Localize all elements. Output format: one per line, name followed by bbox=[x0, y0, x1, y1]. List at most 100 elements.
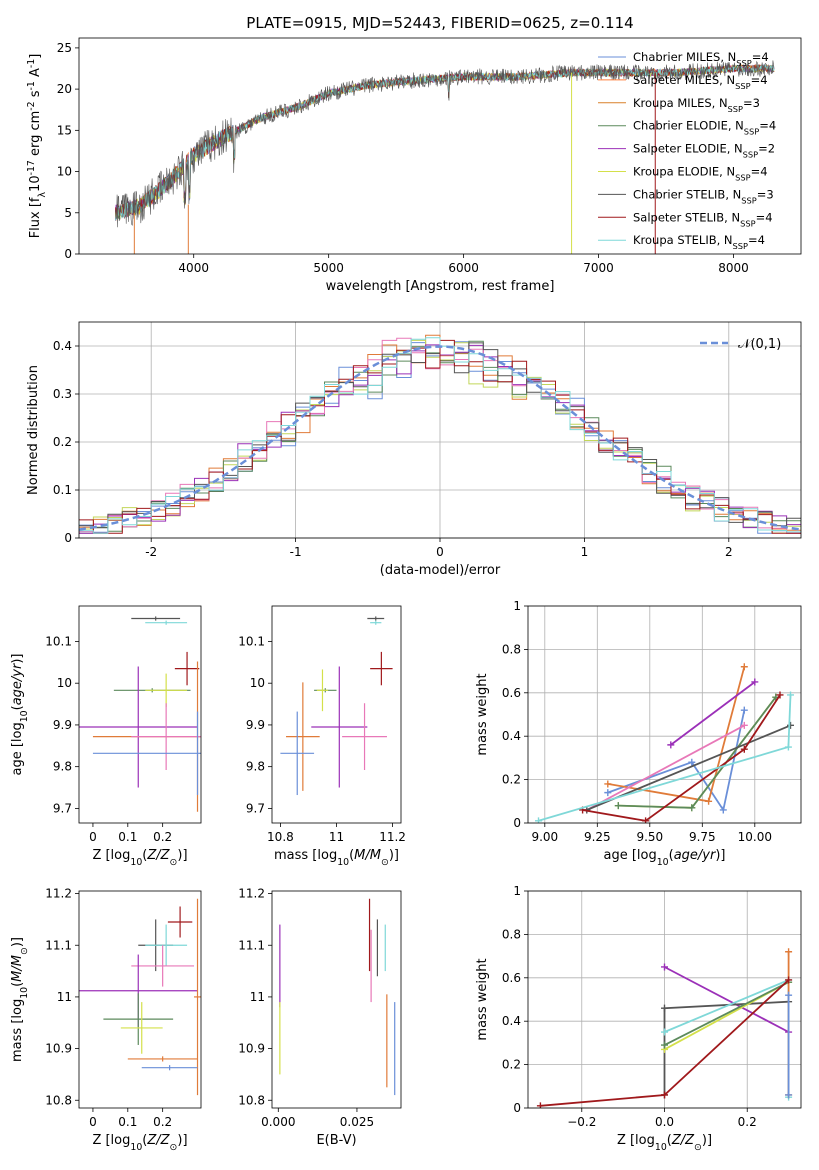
data-point bbox=[740, 663, 748, 671]
x-tick-label: 0.2 bbox=[153, 830, 172, 844]
histogram-step bbox=[79, 339, 801, 534]
panel-1: -2 -1 0 1 2 0 0.1 0.2 0.3 0.4 (data-model)/error No… bbox=[26, 321, 802, 578]
y-tick-label: 10.9 bbox=[238, 1042, 265, 1056]
error-bar-point bbox=[79, 666, 198, 788]
plot-area bbox=[79, 334, 801, 534]
error-bar-point bbox=[131, 616, 181, 621]
y-tick-label: 0.3 bbox=[53, 387, 72, 401]
error-bar-point bbox=[370, 620, 382, 625]
y-tick-label: 10.8 bbox=[238, 1093, 265, 1107]
y-tick-label: 0.4 bbox=[502, 729, 521, 743]
y-tick-label: 9.9 bbox=[246, 718, 265, 732]
y-tick-label: 10 bbox=[57, 676, 72, 690]
x-tick-label: 11 bbox=[329, 830, 344, 844]
x-axis-label: mass [log10(M/M⊙)] bbox=[274, 848, 399, 868]
legend-entry: Chabrier STELIB, NSSP=3 bbox=[633, 187, 774, 205]
x-axis-label: Z [log10(Z/Z⊙)] bbox=[617, 1133, 712, 1153]
x-tick-label: 2 bbox=[725, 545, 733, 559]
y-tick-label: 11 bbox=[57, 990, 72, 1004]
error-bar-point bbox=[342, 703, 387, 771]
error-bar-point bbox=[145, 620, 188, 625]
axes-frame bbox=[527, 890, 802, 1109]
panel-6: 0.000 0.025 10.8 10.9 11 11.1 11.2 E(B-V) bbox=[238, 887, 402, 1148]
y-tick-label: 9.9 bbox=[53, 718, 72, 732]
y-tick-label: 9.7 bbox=[53, 801, 72, 815]
error-bar-point bbox=[131, 945, 195, 987]
data-point bbox=[642, 817, 650, 823]
x-tick-label: 0 bbox=[89, 830, 97, 844]
data-point bbox=[785, 976, 793, 984]
y-tick-label: 9.8 bbox=[246, 760, 265, 774]
series-line bbox=[607, 666, 746, 803]
panel-7: −0.2 0.0 0.2 0 0.2 0.4 0.6 0.8 1 Z [log10(Z/Z⊙)] m… bbox=[475, 884, 802, 1153]
y-tick-label: 10 bbox=[57, 165, 72, 179]
error-bar-point bbox=[127, 1056, 198, 1062]
y-tick-label: 0.8 bbox=[502, 642, 521, 656]
axes-frame bbox=[271, 890, 402, 1109]
x-tick-label: 10.00 bbox=[738, 830, 772, 844]
x-tick-label: 11.2 bbox=[379, 830, 406, 844]
legend-entry: Salpeter ELODIE, NSSP=2 bbox=[633, 142, 775, 160]
gaussian-curve bbox=[79, 345, 801, 531]
y-tick-label: 9.7 bbox=[246, 801, 265, 815]
series-line bbox=[670, 681, 756, 746]
x-tick-label: 0.0 bbox=[655, 1115, 674, 1129]
error-bar-point bbox=[280, 711, 315, 796]
error-bar-point bbox=[145, 673, 188, 707]
x-tick-label: 9.00 bbox=[531, 830, 558, 844]
error-bar-point bbox=[367, 616, 385, 621]
data-point bbox=[787, 691, 794, 699]
data-point bbox=[785, 991, 793, 999]
error-bar-point bbox=[131, 703, 201, 771]
y-axis-label: Normed distribution bbox=[26, 365, 41, 495]
axes-frame bbox=[527, 605, 802, 824]
y-tick-label: 11 bbox=[250, 990, 265, 1004]
data-point bbox=[740, 706, 748, 714]
x-tick-label: 9.25 bbox=[584, 830, 611, 844]
data-point bbox=[614, 802, 622, 810]
data-point bbox=[705, 797, 713, 805]
y-tick-label: 0 bbox=[513, 1101, 521, 1115]
y-tick-label: 1 bbox=[513, 884, 521, 898]
plot-area bbox=[79, 898, 201, 1096]
error-bar-point bbox=[316, 669, 329, 712]
plot-area bbox=[279, 898, 396, 1096]
y-tick-label: 0.8 bbox=[502, 927, 521, 941]
y-axis-label: age [log10(age/yr)] bbox=[10, 653, 30, 775]
x-tick-label: −0.2 bbox=[567, 1115, 596, 1129]
series-line bbox=[664, 981, 790, 1046]
data-point bbox=[688, 804, 696, 812]
error-bar-point bbox=[103, 993, 174, 1045]
data-point bbox=[604, 780, 612, 788]
error-bar-point bbox=[145, 924, 188, 966]
x-tick-label: 0 bbox=[436, 545, 444, 559]
data-point bbox=[740, 745, 748, 753]
y-tick-label: 10.1 bbox=[45, 634, 72, 648]
axes-frame bbox=[271, 605, 402, 824]
y-tick-label: 0.1 bbox=[53, 483, 72, 497]
error-bar-point bbox=[167, 906, 193, 938]
y-tick-label: 0 bbox=[64, 531, 72, 545]
x-tick-label: 9.50 bbox=[636, 830, 663, 844]
x-axis-label: (data-model)/error bbox=[380, 563, 501, 578]
data-point bbox=[667, 741, 675, 749]
series-line bbox=[538, 694, 792, 822]
x-tick-label: -1 bbox=[290, 545, 302, 559]
data-point bbox=[751, 678, 759, 686]
data-point bbox=[787, 721, 794, 729]
y-tick-label: 0.4 bbox=[502, 1014, 521, 1028]
legend-entry: 𝒩(0,1) bbox=[738, 337, 781, 352]
series-line bbox=[664, 966, 790, 1033]
y-tick-label: 20 bbox=[57, 82, 72, 96]
x-tick-label: 9.75 bbox=[689, 830, 716, 844]
y-tick-label: 0.2 bbox=[53, 435, 72, 449]
y-tick-label: 11.1 bbox=[45, 938, 72, 952]
chart-title: PLATE=0915, MJD=52443, FIBERID=0625, z=0… bbox=[246, 14, 633, 32]
plot-area bbox=[115, 60, 775, 254]
x-tick-label: 8000 bbox=[718, 261, 749, 275]
legend-entry: Salpeter MILES, NSSP=4 bbox=[633, 73, 768, 91]
panel-5: 0 0.1 0.2 10.8 10.9 11 11.1 11.2 Z [log10(Z/Z⊙)]… bbox=[10, 887, 202, 1153]
x-axis-label: Z [log10(Z/Z⊙)] bbox=[92, 848, 187, 868]
data-point bbox=[661, 963, 668, 971]
error-bar-point bbox=[120, 1002, 163, 1054]
